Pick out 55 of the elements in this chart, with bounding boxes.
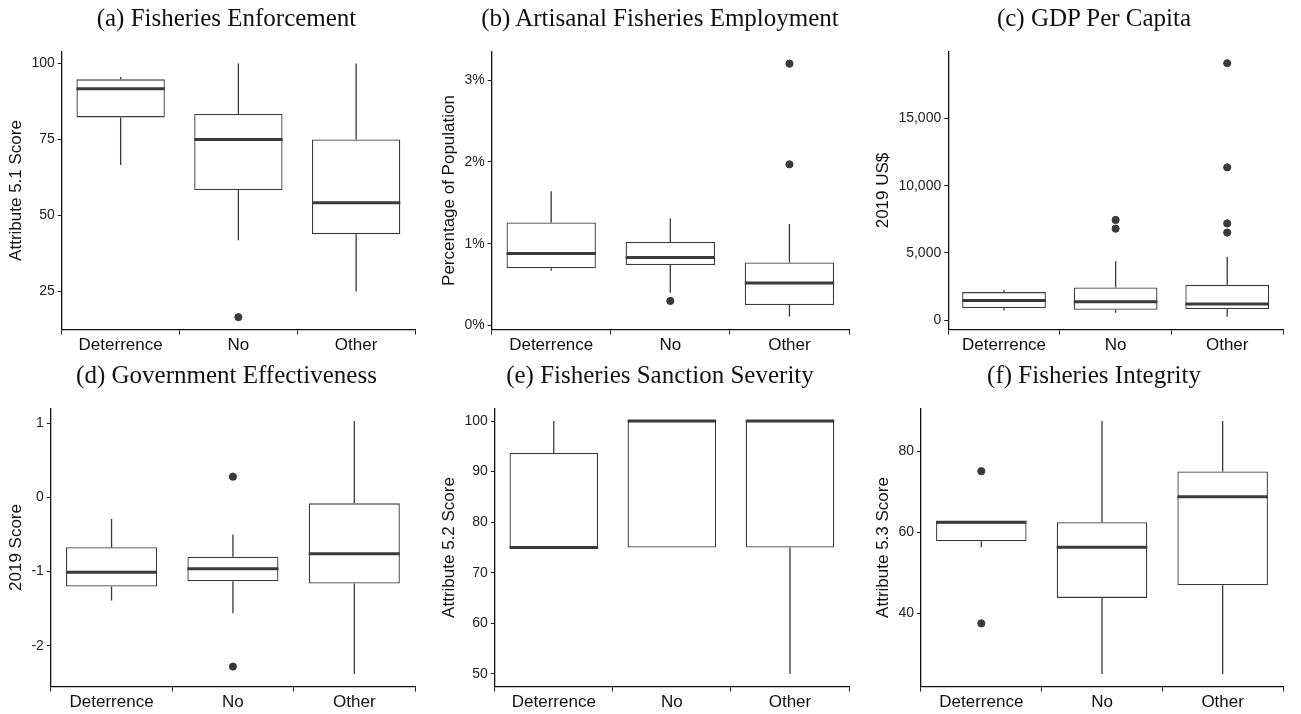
y-tick-label: 5,000 xyxy=(906,243,942,260)
y-tick-label: 1 xyxy=(36,414,45,431)
y-tick-label: 25 xyxy=(39,282,55,299)
x-tick-label: Other xyxy=(768,692,812,712)
y-tick-label: 1% xyxy=(464,234,485,251)
chart-title: (c) GDP Per Capita xyxy=(995,3,1193,34)
x-tick-label: No xyxy=(1104,335,1127,355)
y-tick-label: 10,000 xyxy=(898,176,942,193)
chart-title: (a) Fisheries Enforcement xyxy=(95,3,358,33)
y-tick-label: 80 xyxy=(898,442,915,459)
x-tick-label: Other xyxy=(1201,692,1245,712)
x-tick-label: Deterrence xyxy=(511,692,596,712)
y-tick-label: 100 xyxy=(464,411,488,428)
y-tick-label: 75 xyxy=(39,130,55,147)
x-tick-label: Deterrence xyxy=(939,692,1024,712)
y-axis-title: Attribute 5.2 Score xyxy=(438,477,458,618)
x-tick-label: Other xyxy=(1205,335,1249,355)
x-tick-label: Other xyxy=(334,335,378,355)
y-tick-label: 40 xyxy=(898,604,915,621)
x-tick-label: No xyxy=(227,335,250,355)
y-axis-title: Percentage of Population xyxy=(438,95,458,286)
chart-title: (b) Artisanal Fisheries Employment xyxy=(480,3,840,34)
x-tick-label: Deterrence xyxy=(961,335,1047,355)
x-tick-label: No xyxy=(661,692,683,712)
chart-title: (e) Fisheries Sanction Severity xyxy=(505,360,815,391)
x-tick-label: No xyxy=(659,335,682,355)
x-tick-label: Other xyxy=(333,692,376,712)
y-tick-label: -2 xyxy=(31,636,45,653)
x-tick-label: Deterrence xyxy=(509,335,594,355)
y-tick-label: 3% xyxy=(464,70,485,87)
x-tick-label: No xyxy=(222,692,244,712)
x-tick-label: Deterrence xyxy=(69,692,154,712)
y-tick-label: 50 xyxy=(472,664,488,681)
y-tick-label: 0 xyxy=(36,488,45,505)
y-axis-title: 2019 US$ xyxy=(872,152,892,229)
y-tick-label: 90 xyxy=(472,462,488,479)
y-tick-label: -1 xyxy=(31,562,45,579)
x-tick-label: Other xyxy=(768,335,812,355)
y-axis-title: Attribute 5.1 Score xyxy=(5,120,25,261)
chart-title: (f) Fisheries Integrity xyxy=(986,360,1202,391)
y-axis-title: 2019 Score xyxy=(5,504,25,591)
x-tick-label: Deterrence xyxy=(78,335,163,355)
y-tick-label: 50 xyxy=(39,206,55,223)
y-tick-label: 60 xyxy=(472,614,488,631)
y-tick-label: 60 xyxy=(898,523,915,540)
y-tick-label: 2% xyxy=(464,152,485,169)
chart-title: (d) Government Effectiveness xyxy=(75,360,378,391)
y-tick-label: 80 xyxy=(472,513,488,530)
y-tick-label: 0 xyxy=(933,311,942,328)
y-tick-label: 70 xyxy=(472,563,488,580)
y-axis-title: Attribute 5.3 Score xyxy=(872,477,892,618)
x-tick-label: No xyxy=(1091,692,1113,712)
y-tick-label: 0% xyxy=(464,316,485,333)
y-tick-label: 100 xyxy=(31,54,55,71)
y-tick-label: 15,000 xyxy=(898,109,942,126)
